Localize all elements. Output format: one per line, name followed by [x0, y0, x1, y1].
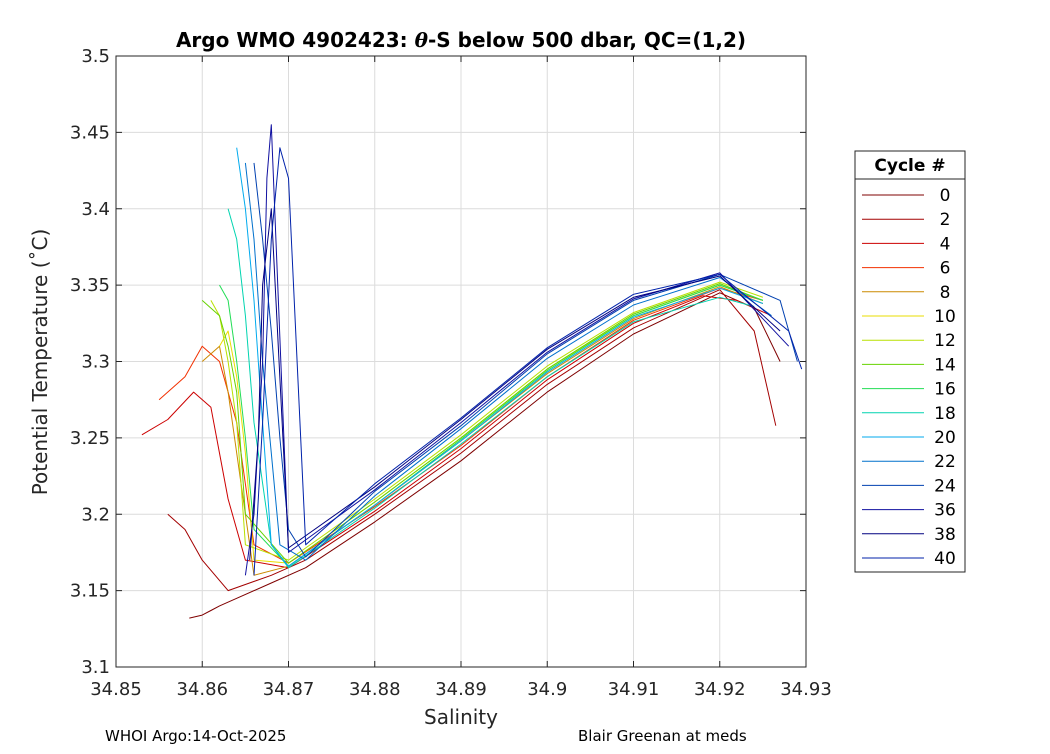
title-prefix: Argo WMO 4902423:: [176, 28, 415, 52]
legend-label-36: 36: [934, 501, 956, 521]
x-tick-label: 34.91: [608, 679, 660, 700]
legend-label-16: 16: [934, 380, 956, 400]
y-tick-label: 3.5: [81, 46, 110, 67]
series-line-cycle-36: [244, 124, 790, 576]
legend-label-20: 20: [934, 428, 956, 448]
legend-label-24: 24: [934, 476, 956, 496]
y-tick-label: 3.1: [81, 657, 110, 678]
x-tick-label: 34.89: [435, 679, 487, 700]
series-line-cycle-2: [167, 289, 777, 592]
legend-label-22: 22: [934, 452, 956, 472]
x-tick-label: 34.86: [176, 679, 228, 700]
y-tick-label: 3.35: [70, 275, 110, 296]
legend-title: Cycle #: [874, 156, 945, 176]
legend-label-38: 38: [934, 525, 956, 545]
legend-label-4: 4: [940, 234, 951, 254]
legend-label-12: 12: [934, 331, 956, 351]
x-axis-label: Salinity: [424, 705, 498, 729]
series-line-cycle-40: [253, 147, 803, 576]
y-axis-label: Potential Temperature (˚C): [28, 229, 52, 496]
legend-label-18: 18: [934, 404, 956, 424]
legend-label-8: 8: [940, 283, 951, 303]
footer-right: Blair Greenan at meds: [578, 727, 747, 745]
title-suffix: -S below 500 dbar, QC=(1,2): [428, 28, 746, 52]
series-line-cycle-0: [189, 292, 781, 619]
legend-label-40: 40: [934, 549, 956, 569]
legend-label-10: 10: [934, 307, 956, 327]
grid-lines: [115, 55, 807, 668]
chart-title: Argo WMO 4902423: θ-S below 500 dbar, QC…: [176, 28, 746, 52]
title-theta-symbol: θ: [415, 28, 429, 52]
series-line-cycle-38: [249, 208, 781, 561]
y-tick-label: 3.25: [70, 428, 110, 449]
legend-label-2: 2: [940, 210, 951, 230]
legend-label-0: 0: [940, 186, 951, 206]
series-line-cycle-18: [227, 208, 755, 569]
x-tick-label: 34.88: [349, 679, 401, 700]
y-tick-label: 3.2: [81, 504, 110, 525]
legend-box: [854, 150, 966, 573]
y-tick-label: 3.3: [81, 352, 110, 373]
series-line-cycle-12: [210, 281, 764, 561]
x-tick-label: 34.93: [780, 679, 832, 700]
x-tick-label: 34.92: [694, 679, 746, 700]
y-tick-label: 3.45: [70, 122, 110, 143]
axis-ticks: 34.85 34.86 34.87 34.88 34.89 34.9 34.91 34.92 3…: [70, 46, 832, 700]
y-tick-label: 3.15: [70, 581, 110, 602]
x-tick-label: 34.87: [263, 679, 315, 700]
y-tick-label: 3.4: [81, 199, 110, 220]
footer-left: WHOI Argo:14-Oct-2025: [105, 727, 286, 745]
legend-label-6: 6: [940, 259, 951, 279]
x-tick-label: 34.9: [527, 679, 567, 700]
x-tick-label: 34.85: [90, 679, 142, 700]
series-lines: [141, 124, 803, 619]
legend-label-14: 14: [934, 355, 956, 375]
